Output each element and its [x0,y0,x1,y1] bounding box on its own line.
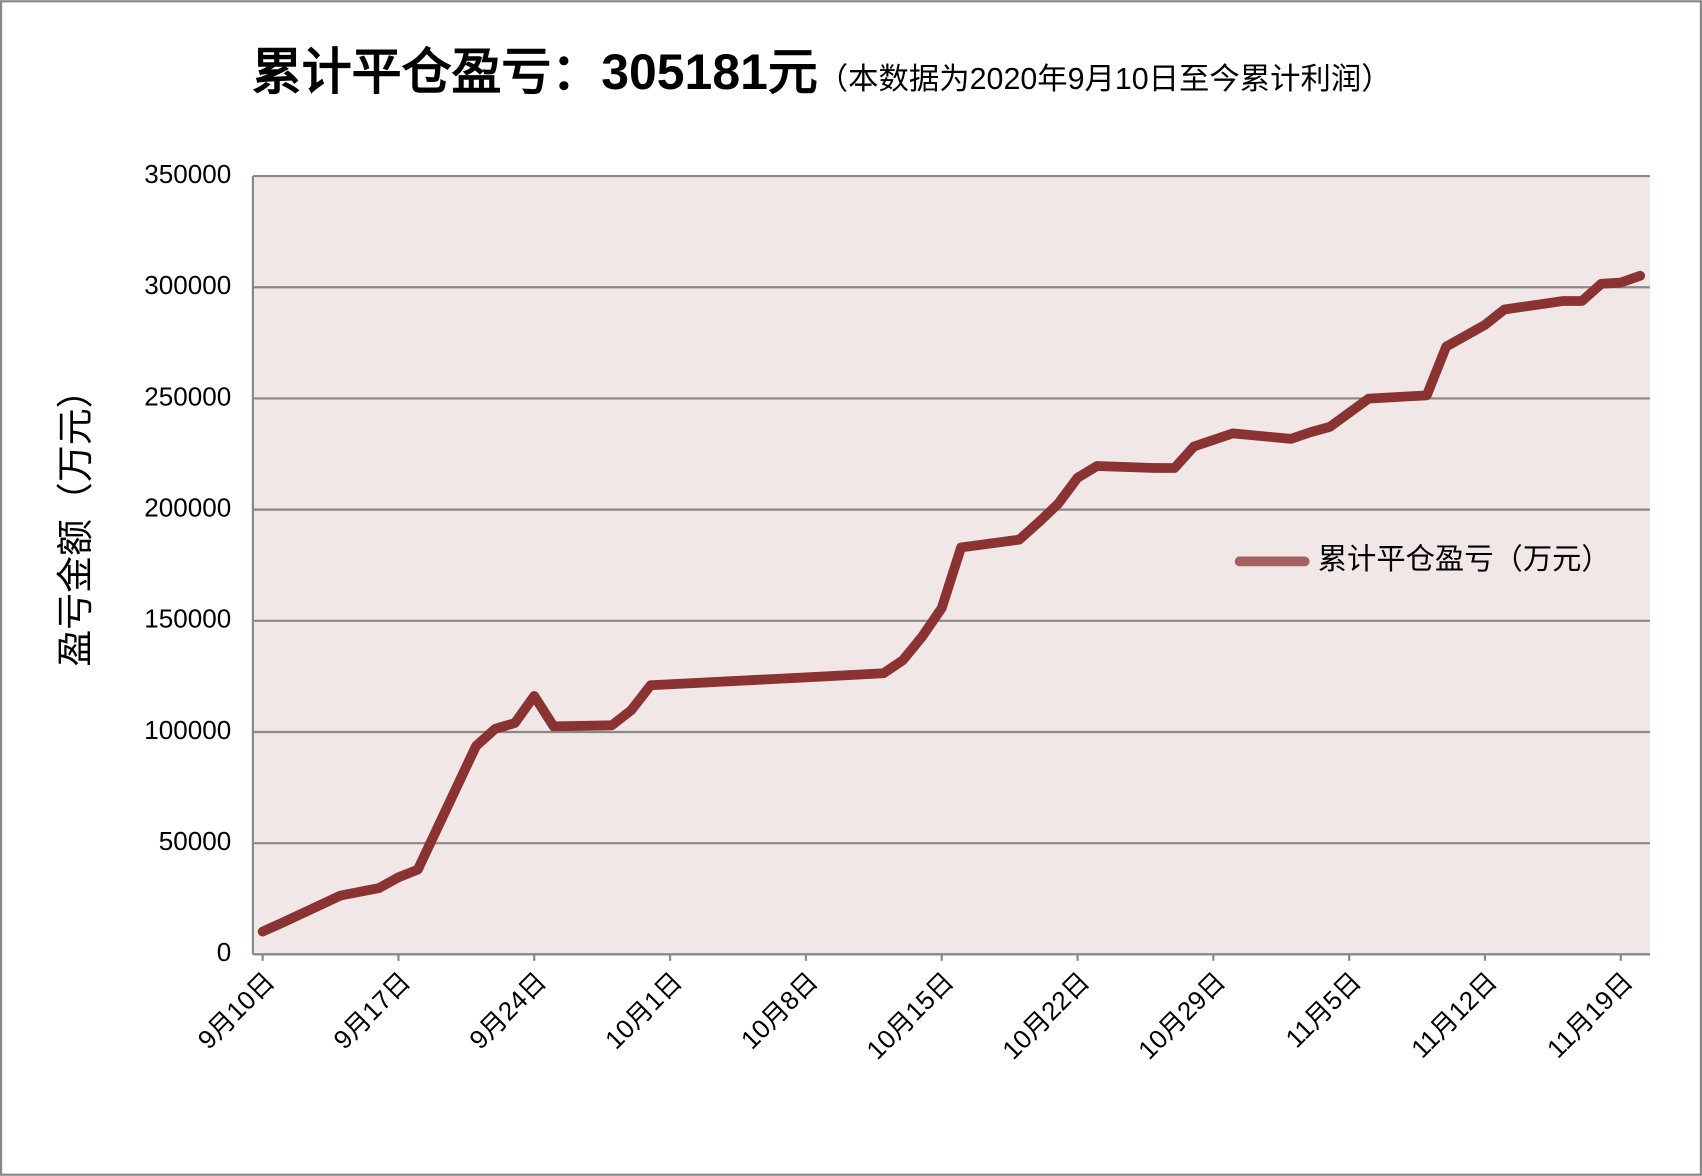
chart-title: 累计平仓盈亏：305181元（本数据为2020年9月10日至今累计利润） [252,44,1392,100]
y-tick-label: 0 [217,937,232,967]
y-axis-label: 盈亏金额（万元） [55,372,96,667]
series-line [257,270,1646,937]
title: 累计平仓盈亏：305181元 [252,44,818,100]
subtitle: （本数据为2020年9月10日至今累计利润） [818,62,1392,96]
y-tick-label: 300000 [144,270,231,300]
y-tick-label: 150000 [144,604,231,634]
legend-label: 累计平仓盈亏（万元） [1318,543,1611,576]
y-tick-label: 250000 [144,381,231,411]
y-tick-label: 200000 [144,492,231,522]
y-tick-label: 100000 [144,715,231,745]
y-tick-label: 350000 [144,159,231,189]
y-tick-label: 50000 [159,826,231,856]
